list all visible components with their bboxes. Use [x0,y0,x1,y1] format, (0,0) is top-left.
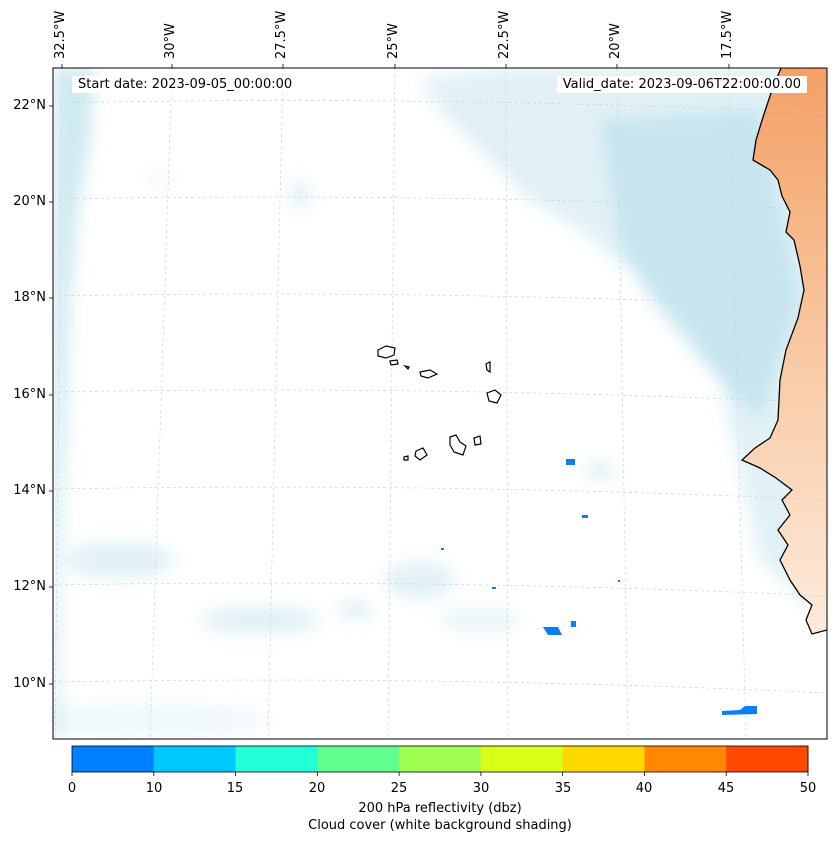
map-frame [52,67,828,740]
map-tick-marks [49,64,730,685]
lat-label-12n: 12°N [13,579,46,594]
colorbar-frame [71,745,809,773]
colorbar-tick-0: 0 [67,781,77,796]
map-area [53,68,827,739]
colorbar [72,746,809,772]
colorbar-tick-45: 45 [717,781,735,796]
colorbar-tick-15: 15 [226,781,244,796]
colorbar-swatch-6 [562,746,645,772]
lat-label-16n: 16°N [13,387,46,402]
reflectivity-echoes [441,459,757,715]
africa-coastline [740,68,827,635]
colorbar-tick-20: 20 [308,781,326,796]
start-date-label: Start date: 2023-09-05_00:00:00 [72,76,299,93]
africa-landmass [742,68,827,634]
lat-label-18n: 18°N [13,290,46,305]
colorbar-swatch-8 [726,746,809,772]
colorbar-swatch-5 [480,746,564,772]
graticule [53,68,827,739]
colorbar-swatch-3 [317,746,400,772]
lon-label-20w: 20°W [608,23,623,59]
lat-label-14n: 14°N [13,483,46,498]
colorbar-swatch-4 [399,746,482,772]
lat-label-10n: 10°N [13,676,46,691]
lat-label-20n: 20°N [13,194,46,209]
colorbar-title: 200 hPa reflectivity (dbz) [358,801,522,816]
lon-label-22-5w: 22.5°W [497,10,512,59]
colorbar-tick-50: 50 [799,781,817,796]
colorbar-tick-10: 10 [145,781,163,796]
lon-label-17-5w: 17.5°W [720,10,735,59]
lon-label-25w: 25°W [386,23,401,59]
cape-verde-islands [377,345,502,461]
lon-label-32-5w: 32.5°W [53,10,68,59]
lat-label-22n: 22°N [13,98,46,113]
colorbar-swatch-2 [235,746,318,772]
cloud-cover-shading [53,68,827,739]
valid-date-label: Valid_date: 2023-09-06T22:00:00.00 [556,76,807,93]
colorbar-tick-40: 40 [635,781,653,796]
colorbar-tick-30: 30 [472,781,490,796]
lon-label-27-5w: 27.5°W [274,10,289,59]
colorbar-swatch-1 [153,746,237,772]
colorbar-swatch-0 [72,746,155,772]
colorbar-subtitle: Cloud cover (white background shading) [308,818,572,833]
colorbar-tick-35: 35 [554,781,572,796]
lon-label-30w: 30°W [163,23,178,59]
colorbar-swatch-7 [644,746,727,772]
colorbar-tick-lines [71,772,809,776]
colorbar-tick-25: 25 [390,781,408,796]
